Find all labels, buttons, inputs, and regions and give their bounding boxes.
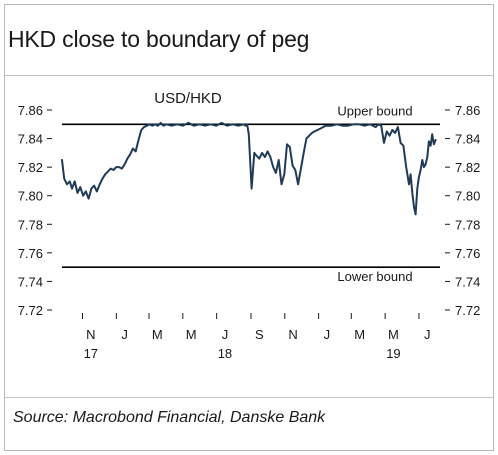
x-tick-label: S [255,327,264,342]
x-tick-label: J [222,327,229,342]
source-divider [4,397,494,398]
series-label: USD/HKD [154,90,222,107]
x-tick-label: M [186,327,197,342]
x-tick-label: J [424,327,431,342]
x-tick-label: M [354,327,365,342]
y-tick-label-right: 7.72 [455,303,480,318]
y-tick-label-right: 7.84 [455,132,480,147]
x-tick-label: N [288,327,297,342]
reference-line-label: Upper bound [337,103,412,118]
chart-title: HKD close to boundary of peg [8,26,310,52]
series-line [61,121,437,216]
y-tick-label-left: 7.80 [18,189,43,204]
y-tick-label-left: 7.74 [18,274,43,289]
y-tick-label-left: 7.72 [18,303,43,318]
y-tick-label-right: 7.82 [455,160,480,175]
x-tick-label: J [121,327,128,342]
y-tick-label-left: 7.82 [18,160,43,175]
y-tick-label-right: 7.80 [455,189,480,204]
x-tick-label: M [388,327,399,342]
y-tick-label-right: 7.86 [455,103,480,118]
y-tick-label-right: 7.76 [455,246,480,261]
y-tick-label-left: 7.78 [18,217,43,232]
y-tick-label-left: 7.84 [18,132,43,147]
reference-line-label: Lower bound [337,269,412,284]
x-tick-label: M [152,327,163,342]
source-note: Source: Macrobond Financial, Danske Bank [13,409,326,426]
x-year-label: 17 [84,346,98,361]
line-chart: 7.72 7.72 7.74 7.74 7.76 7.76 7.78 7.78 7.80 7.80… [18,90,481,361]
chart-frame [4,4,494,451]
y-tick-label-left: 7.76 [18,246,43,261]
title-divider [4,75,494,76]
x-year-label: 19 [386,346,400,361]
y-tick-label-right: 7.74 [455,274,480,289]
y-tick-label-right: 7.78 [455,217,480,232]
x-tick-label: J [324,327,331,342]
x-year-label: 18 [218,346,232,361]
y-tick-label-left: 7.86 [18,103,43,118]
x-tick-label: N [86,327,95,342]
